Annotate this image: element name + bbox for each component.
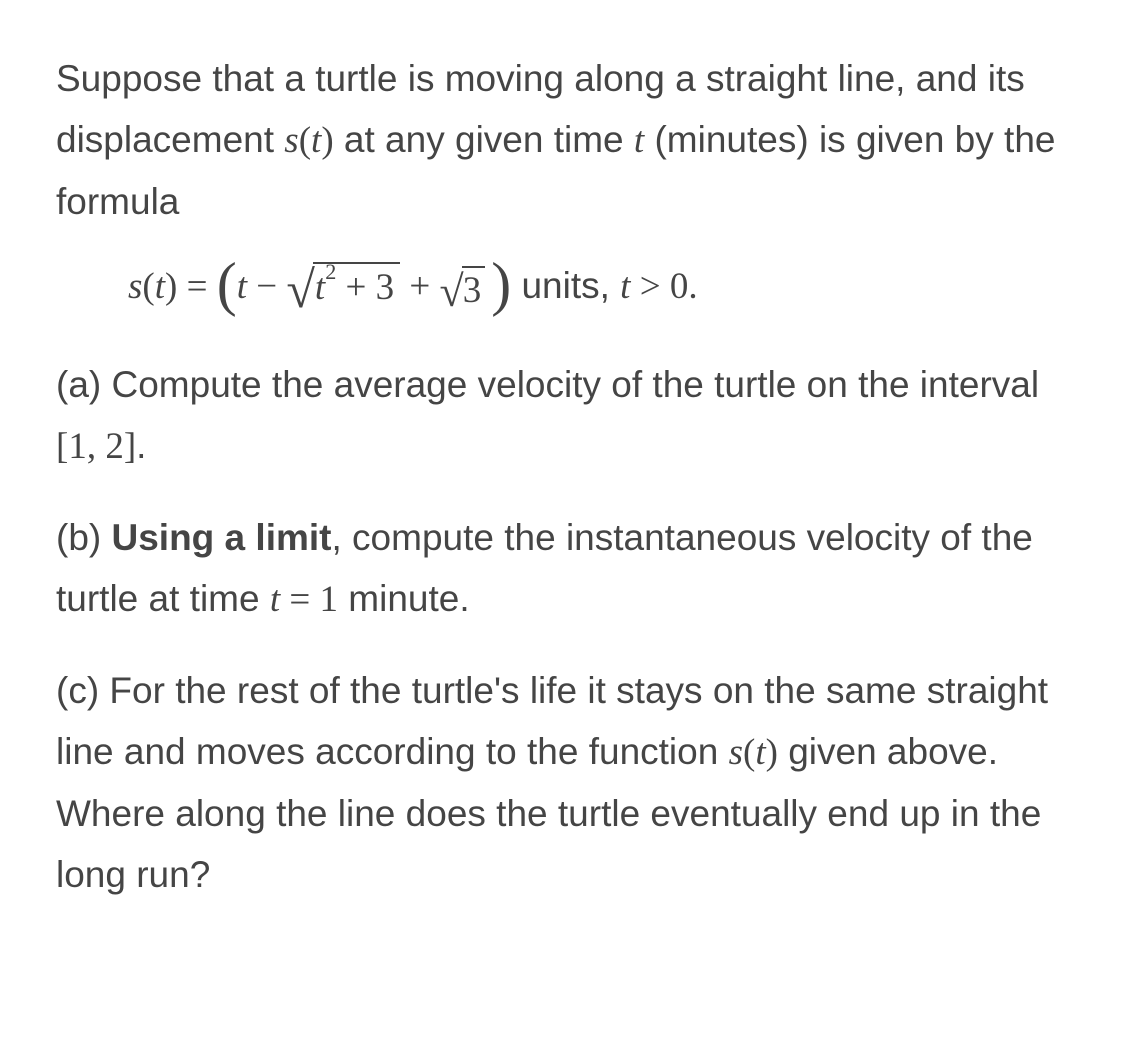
intro-paragraph: Suppose that a turtle is moving along a … bbox=[56, 48, 1069, 232]
part-b-val: 1 bbox=[320, 579, 339, 620]
part-c-open: ( bbox=[743, 732, 755, 773]
sqrt-big-radicand: t2 + 3 bbox=[313, 262, 400, 306]
formula-bigopen: ( bbox=[217, 251, 237, 317]
part-c-t: t bbox=[755, 732, 765, 773]
part-a: (a) Compute the average velocity of the … bbox=[56, 354, 1069, 477]
part-a-period: . bbox=[136, 425, 146, 466]
sqrt-small-3: 3 bbox=[463, 270, 482, 311]
formula-s: s bbox=[128, 266, 142, 307]
part-b-bold: Using a limit bbox=[112, 517, 332, 558]
part-b-tail: minute. bbox=[338, 578, 470, 619]
formula-eq: = bbox=[177, 266, 216, 307]
intro-s: s bbox=[284, 120, 298, 161]
formula-bigclose: ) bbox=[491, 251, 511, 317]
intro-t-in-paren: t bbox=[311, 120, 321, 161]
sqrt-big-symbol: √ bbox=[286, 260, 315, 322]
formula-tail-t: t bbox=[620, 266, 630, 307]
formula-tail-zero: 0. bbox=[670, 266, 698, 307]
part-a-interval-close: ] bbox=[124, 426, 136, 467]
part-b: (b) Using a limit, compute the instantan… bbox=[56, 507, 1069, 630]
sqrt-big-exp: 2 bbox=[325, 259, 336, 284]
part-c: (c) For the rest of the turtle's life it… bbox=[56, 660, 1069, 905]
part-a-interval-b: 2 bbox=[105, 426, 124, 467]
part-b-prefix: (b) bbox=[56, 517, 112, 558]
sqrt-big: √t2 + 3 bbox=[286, 262, 400, 314]
intro-open: ( bbox=[299, 120, 311, 161]
part-b-eqsym: = bbox=[280, 579, 319, 620]
sqrt-small-symbol: √ bbox=[440, 266, 464, 319]
part-a-interval-a: 1 bbox=[68, 426, 87, 467]
formula-units: units, bbox=[511, 265, 620, 306]
part-a-text: (a) Compute the average velocity of the … bbox=[56, 364, 1039, 405]
sqrt-small: √3 bbox=[440, 266, 486, 310]
formula-t1: t bbox=[155, 266, 165, 307]
formula-plus2: + bbox=[400, 266, 439, 307]
part-a-interval-comma: , bbox=[87, 426, 106, 467]
part-c-close: ) bbox=[766, 732, 778, 773]
sqrt-big-t: t bbox=[315, 267, 325, 308]
displacement-formula: s(t) = (t − √t2 + 3 + √3) units, t > 0. bbox=[56, 262, 1069, 314]
part-a-interval-open: [ bbox=[56, 426, 68, 467]
part-b-t: t bbox=[270, 579, 280, 620]
sqrt-small-radicand: 3 bbox=[462, 266, 486, 309]
formula-tail-gt: > bbox=[630, 266, 669, 307]
formula-close1: ) bbox=[165, 266, 177, 307]
intro-var-t: t bbox=[634, 120, 644, 161]
formula-t2: t bbox=[237, 266, 247, 307]
intro-close: ) bbox=[321, 120, 333, 161]
formula-minus1: − bbox=[247, 266, 286, 307]
formula-open1: ( bbox=[142, 266, 154, 307]
sqrt-big-plus3: + 3 bbox=[336, 267, 394, 308]
intro-text-2: at any given time bbox=[334, 119, 634, 160]
part-c-s: s bbox=[729, 732, 743, 773]
